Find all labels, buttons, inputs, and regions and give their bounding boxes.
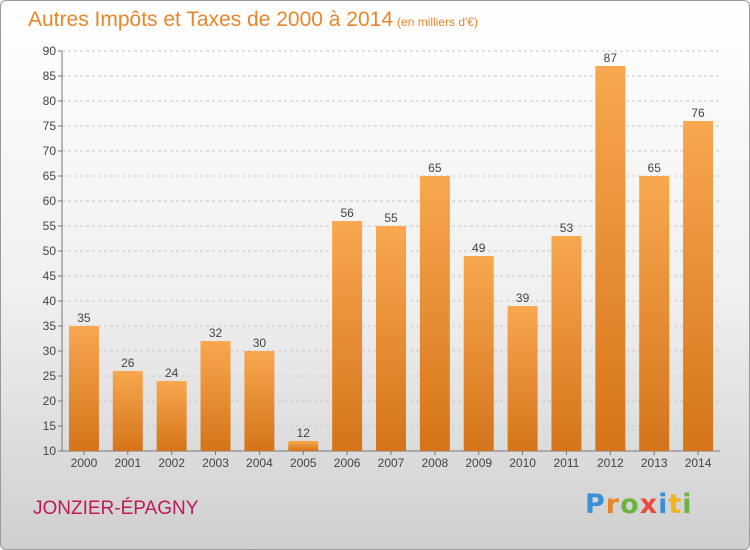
logo-letter: x <box>639 489 659 520</box>
data-label: 32 <box>209 326 223 340</box>
x-tick-label: 2009 <box>465 456 492 470</box>
bar <box>507 306 538 451</box>
logo-letter: P <box>585 489 606 520</box>
y-tick-label: 60 <box>43 194 57 208</box>
logo-letter: i <box>658 489 669 520</box>
y-tick-label: 70 <box>43 144 57 158</box>
x-tick-label: 2010 <box>509 456 536 470</box>
bar <box>463 256 494 451</box>
data-label: 26 <box>121 356 135 370</box>
logo-letter: r <box>605 489 621 520</box>
data-label: 24 <box>165 366 179 380</box>
bar <box>244 351 275 451</box>
x-tick-label: 2000 <box>71 456 98 470</box>
y-tick-label: 30 <box>43 344 57 358</box>
y-tick-label: 45 <box>43 269 57 283</box>
x-tick-label: 2013 <box>641 456 668 470</box>
proxiti-logo: Proxiti <box>585 489 693 520</box>
x-tick-label: 2006 <box>334 456 361 470</box>
bar <box>68 326 99 451</box>
x-tick-label: 2014 <box>685 456 712 470</box>
logo-letter: o <box>620 489 640 520</box>
data-label: 56 <box>340 206 354 220</box>
data-label: 53 <box>560 221 574 235</box>
bar <box>595 66 626 451</box>
y-tick-label: 65 <box>43 169 57 183</box>
y-tick-label: 25 <box>43 369 57 383</box>
chart-unit: (en milliers d'€) <box>397 15 479 29</box>
chart-title: Autres Impôts et Taxes de 2000 à 2014 (en… <box>28 8 478 32</box>
chart-title-text: Autres Impôts et Taxes de 2000 à 2014 <box>28 8 394 31</box>
y-tick-label: 10 <box>43 444 57 458</box>
x-tick-label: 2002 <box>158 456 185 470</box>
data-label: 39 <box>516 291 530 305</box>
y-tick-label: 15 <box>43 419 57 433</box>
bar <box>639 176 670 451</box>
logo-letter: i <box>682 489 693 520</box>
x-tick-label: 2011 <box>554 456 580 470</box>
y-tick-label: 20 <box>43 394 57 408</box>
data-label: 30 <box>253 336 267 350</box>
bar <box>376 226 406 451</box>
y-tick-label: 75 <box>43 119 57 133</box>
y-tick-label: 55 <box>43 219 57 233</box>
bar <box>551 236 582 451</box>
data-label: 87 <box>604 51 618 65</box>
y-tick-label: 50 <box>43 244 57 258</box>
x-tick-label: 2004 <box>246 456 273 470</box>
bar <box>332 221 363 451</box>
x-tick-label: 2003 <box>202 456 229 470</box>
data-label: 49 <box>472 241 486 255</box>
data-label: 12 <box>297 426 311 440</box>
data-label: 55 <box>384 211 398 225</box>
y-tick-label: 90 <box>43 44 57 58</box>
x-tick-label: 2005 <box>290 456 317 470</box>
bar <box>419 176 450 451</box>
y-tick-label: 40 <box>43 294 57 308</box>
x-tick-label: 2001 <box>114 456 141 470</box>
bar <box>156 381 187 451</box>
bar <box>112 371 143 451</box>
data-label: 65 <box>648 161 662 175</box>
x-tick-label: 2012 <box>597 456 624 470</box>
x-tick-label: 2007 <box>378 456 405 470</box>
logo-letter: t <box>668 489 683 520</box>
y-tick-label: 35 <box>43 319 57 333</box>
commune-name: JONZIER-ÉPAGNY <box>33 498 199 519</box>
bar <box>288 441 319 451</box>
bar <box>683 121 714 451</box>
bar <box>200 341 231 451</box>
x-tick-label: 2008 <box>422 456 449 470</box>
data-label: 76 <box>691 106 705 120</box>
y-tick-label: 80 <box>43 94 57 108</box>
data-label: 65 <box>428 161 442 175</box>
y-tick-label: 85 <box>43 69 57 83</box>
data-label: 35 <box>77 311 91 325</box>
